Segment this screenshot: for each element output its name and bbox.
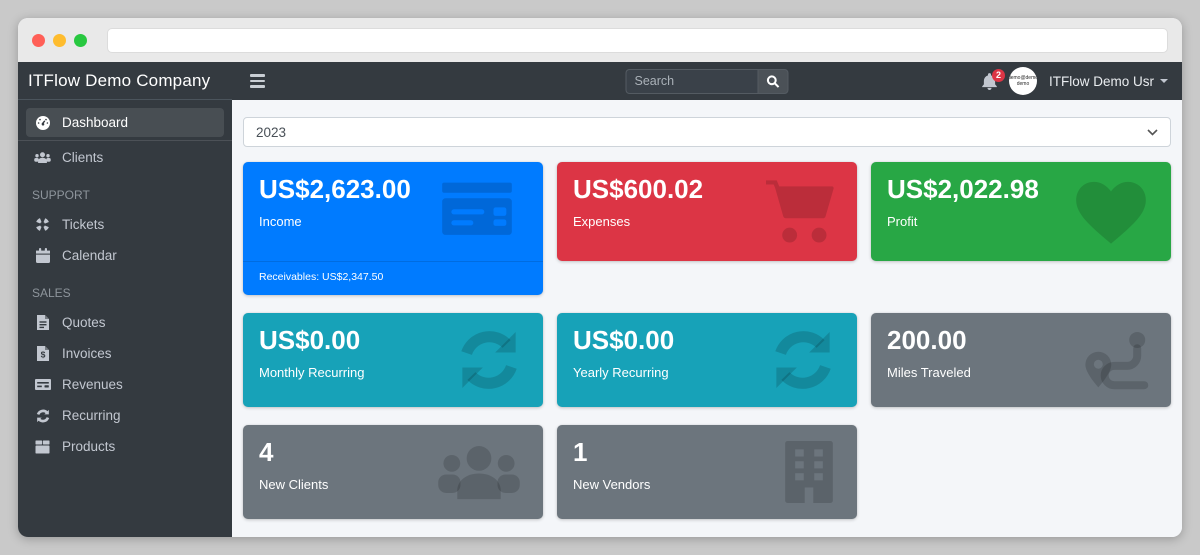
file-lines-icon <box>34 314 51 331</box>
sidebar-item-label: Calendar <box>62 248 117 263</box>
income-card[interactable]: US$2,623.00 Income Receivables: US$2,347… <box>243 162 543 295</box>
sidebar-item-quotes[interactable]: Quotes <box>26 308 224 337</box>
top-navbar: 2 demo@demo demo ITFlow Demo Usr <box>232 62 1182 100</box>
card-value: US$0.00 <box>259 325 361 355</box>
sidebar-item-tickets[interactable]: Tickets <box>26 210 224 239</box>
expenses-card[interactable]: US$600.02 Expenses <box>557 162 857 261</box>
notification-count-badge: 2 <box>991 68 1005 82</box>
card-value: US$2,623.00 <box>259 174 411 204</box>
sidebar-item-invoices[interactable]: $ Invoices <box>26 339 224 368</box>
notifications-button[interactable]: 2 <box>982 68 1005 90</box>
sidebar-item-label: Quotes <box>62 315 106 330</box>
box-icon <box>34 438 51 455</box>
card-value: 200.00 <box>887 325 967 355</box>
sync-icon <box>457 328 521 392</box>
sidebar-item-label: Revenues <box>62 377 123 392</box>
address-bar[interactable] <box>107 27 1168 53</box>
new-clients-card[interactable]: 4 New Clients <box>243 425 543 519</box>
monthly-recurring-card[interactable]: US$0.00 Monthly Recurring <box>243 313 543 407</box>
chevron-down-icon <box>1147 128 1158 136</box>
users-icon <box>437 442 521 502</box>
browser-chrome <box>18 18 1182 62</box>
sidebar-section-sales: SALES <box>32 286 71 300</box>
sidebar-item-clients[interactable]: Clients <box>26 143 224 172</box>
sidebar-toggle-button[interactable] <box>246 70 269 92</box>
sync-icon <box>771 328 835 392</box>
card-label: Yearly Recurring <box>573 364 669 380</box>
card-value: US$0.00 <box>573 325 675 355</box>
year-select-value: 2023 <box>256 124 287 140</box>
tachometer-icon <box>34 114 51 131</box>
card-label: Profit <box>887 213 918 229</box>
building-icon <box>783 441 835 503</box>
svg-text:$: $ <box>40 350 45 360</box>
sidebar-item-label: Recurring <box>62 408 121 423</box>
close-window-button[interactable] <box>32 33 45 47</box>
sidebar-divider <box>18 140 232 141</box>
sidebar-item-label: Clients <box>62 150 104 165</box>
browser-window: ITFlow Demo Company Dashboard Clients SU… <box>18 18 1182 537</box>
sidebar-item-products[interactable]: Products <box>26 432 224 461</box>
heart-icon <box>1073 177 1149 247</box>
search-group <box>625 68 789 94</box>
caret-down-icon <box>1160 79 1168 83</box>
yearly-recurring-card[interactable]: US$0.00 Yearly Recurring <box>557 313 857 407</box>
calendar-icon <box>34 247 51 264</box>
brand-title[interactable]: ITFlow Demo Company <box>18 62 232 100</box>
miles-traveled-card[interactable]: 200.00 Miles Traveled <box>871 313 1171 407</box>
sidebar-item-label: Tickets <box>62 217 105 232</box>
sidebar-section-support: SUPPORT <box>32 188 90 202</box>
card-label: New Vendors <box>573 476 651 492</box>
avatar-text: demo@demo <box>1008 75 1037 81</box>
profit-card[interactable]: US$2,022.98 Profit <box>871 162 1171 261</box>
card-label: Expenses <box>573 213 631 229</box>
user-menu[interactable]: ITFlow Demo Usr <box>1049 74 1168 89</box>
sidebar-item-label: Dashboard <box>62 115 129 130</box>
sidebar-item-label: Invoices <box>62 346 112 361</box>
credit-card-icon <box>433 179 521 245</box>
file-invoice-dollar-icon: $ <box>34 345 51 362</box>
card-value: US$600.02 <box>573 174 704 204</box>
route-icon <box>1083 329 1149 391</box>
card-label: New Clients <box>259 476 329 492</box>
new-vendors-card[interactable]: 1 New Vendors <box>557 425 857 519</box>
maximize-window-button[interactable] <box>74 33 87 47</box>
year-select[interactable]: 2023 <box>243 117 1171 147</box>
search-button[interactable] <box>757 68 789 94</box>
life-ring-icon <box>34 216 51 233</box>
dashboard-content: 2023 US$2,623.00 Income <box>232 100 1182 537</box>
user-name-label: ITFlow Demo Usr <box>1048 73 1154 89</box>
card-value: 1 <box>573 437 588 467</box>
sidebar-item-revenues[interactable]: Revenues <box>26 370 224 399</box>
users-icon <box>34 149 51 166</box>
avatar[interactable]: demo@demo demo <box>1008 67 1037 95</box>
search-input[interactable] <box>625 68 758 94</box>
shopping-cart-icon <box>763 179 835 245</box>
search-icon <box>766 74 780 88</box>
card-footer[interactable]: Receivables: US$2,347.50 <box>243 261 543 295</box>
card-label: Monthly Recurring <box>259 364 365 380</box>
sidebar-item-calendar[interactable]: Calendar <box>26 241 224 270</box>
sidebar: ITFlow Demo Company Dashboard Clients SU… <box>18 62 232 537</box>
sync-icon <box>34 407 51 424</box>
sidebar-item-recurring[interactable]: Recurring <box>26 401 224 430</box>
sidebar-item-label: Products <box>62 439 116 454</box>
avatar-text: demo <box>1016 81 1030 87</box>
minimize-window-button[interactable] <box>53 33 66 47</box>
money-check-icon <box>34 376 51 393</box>
card-value: 4 <box>259 437 274 467</box>
card-label: Miles Traveled <box>887 364 971 380</box>
sidebar-item-dashboard[interactable]: Dashboard <box>26 108 224 137</box>
card-label: Income <box>259 213 302 229</box>
card-value: US$2,022.98 <box>887 174 1039 204</box>
